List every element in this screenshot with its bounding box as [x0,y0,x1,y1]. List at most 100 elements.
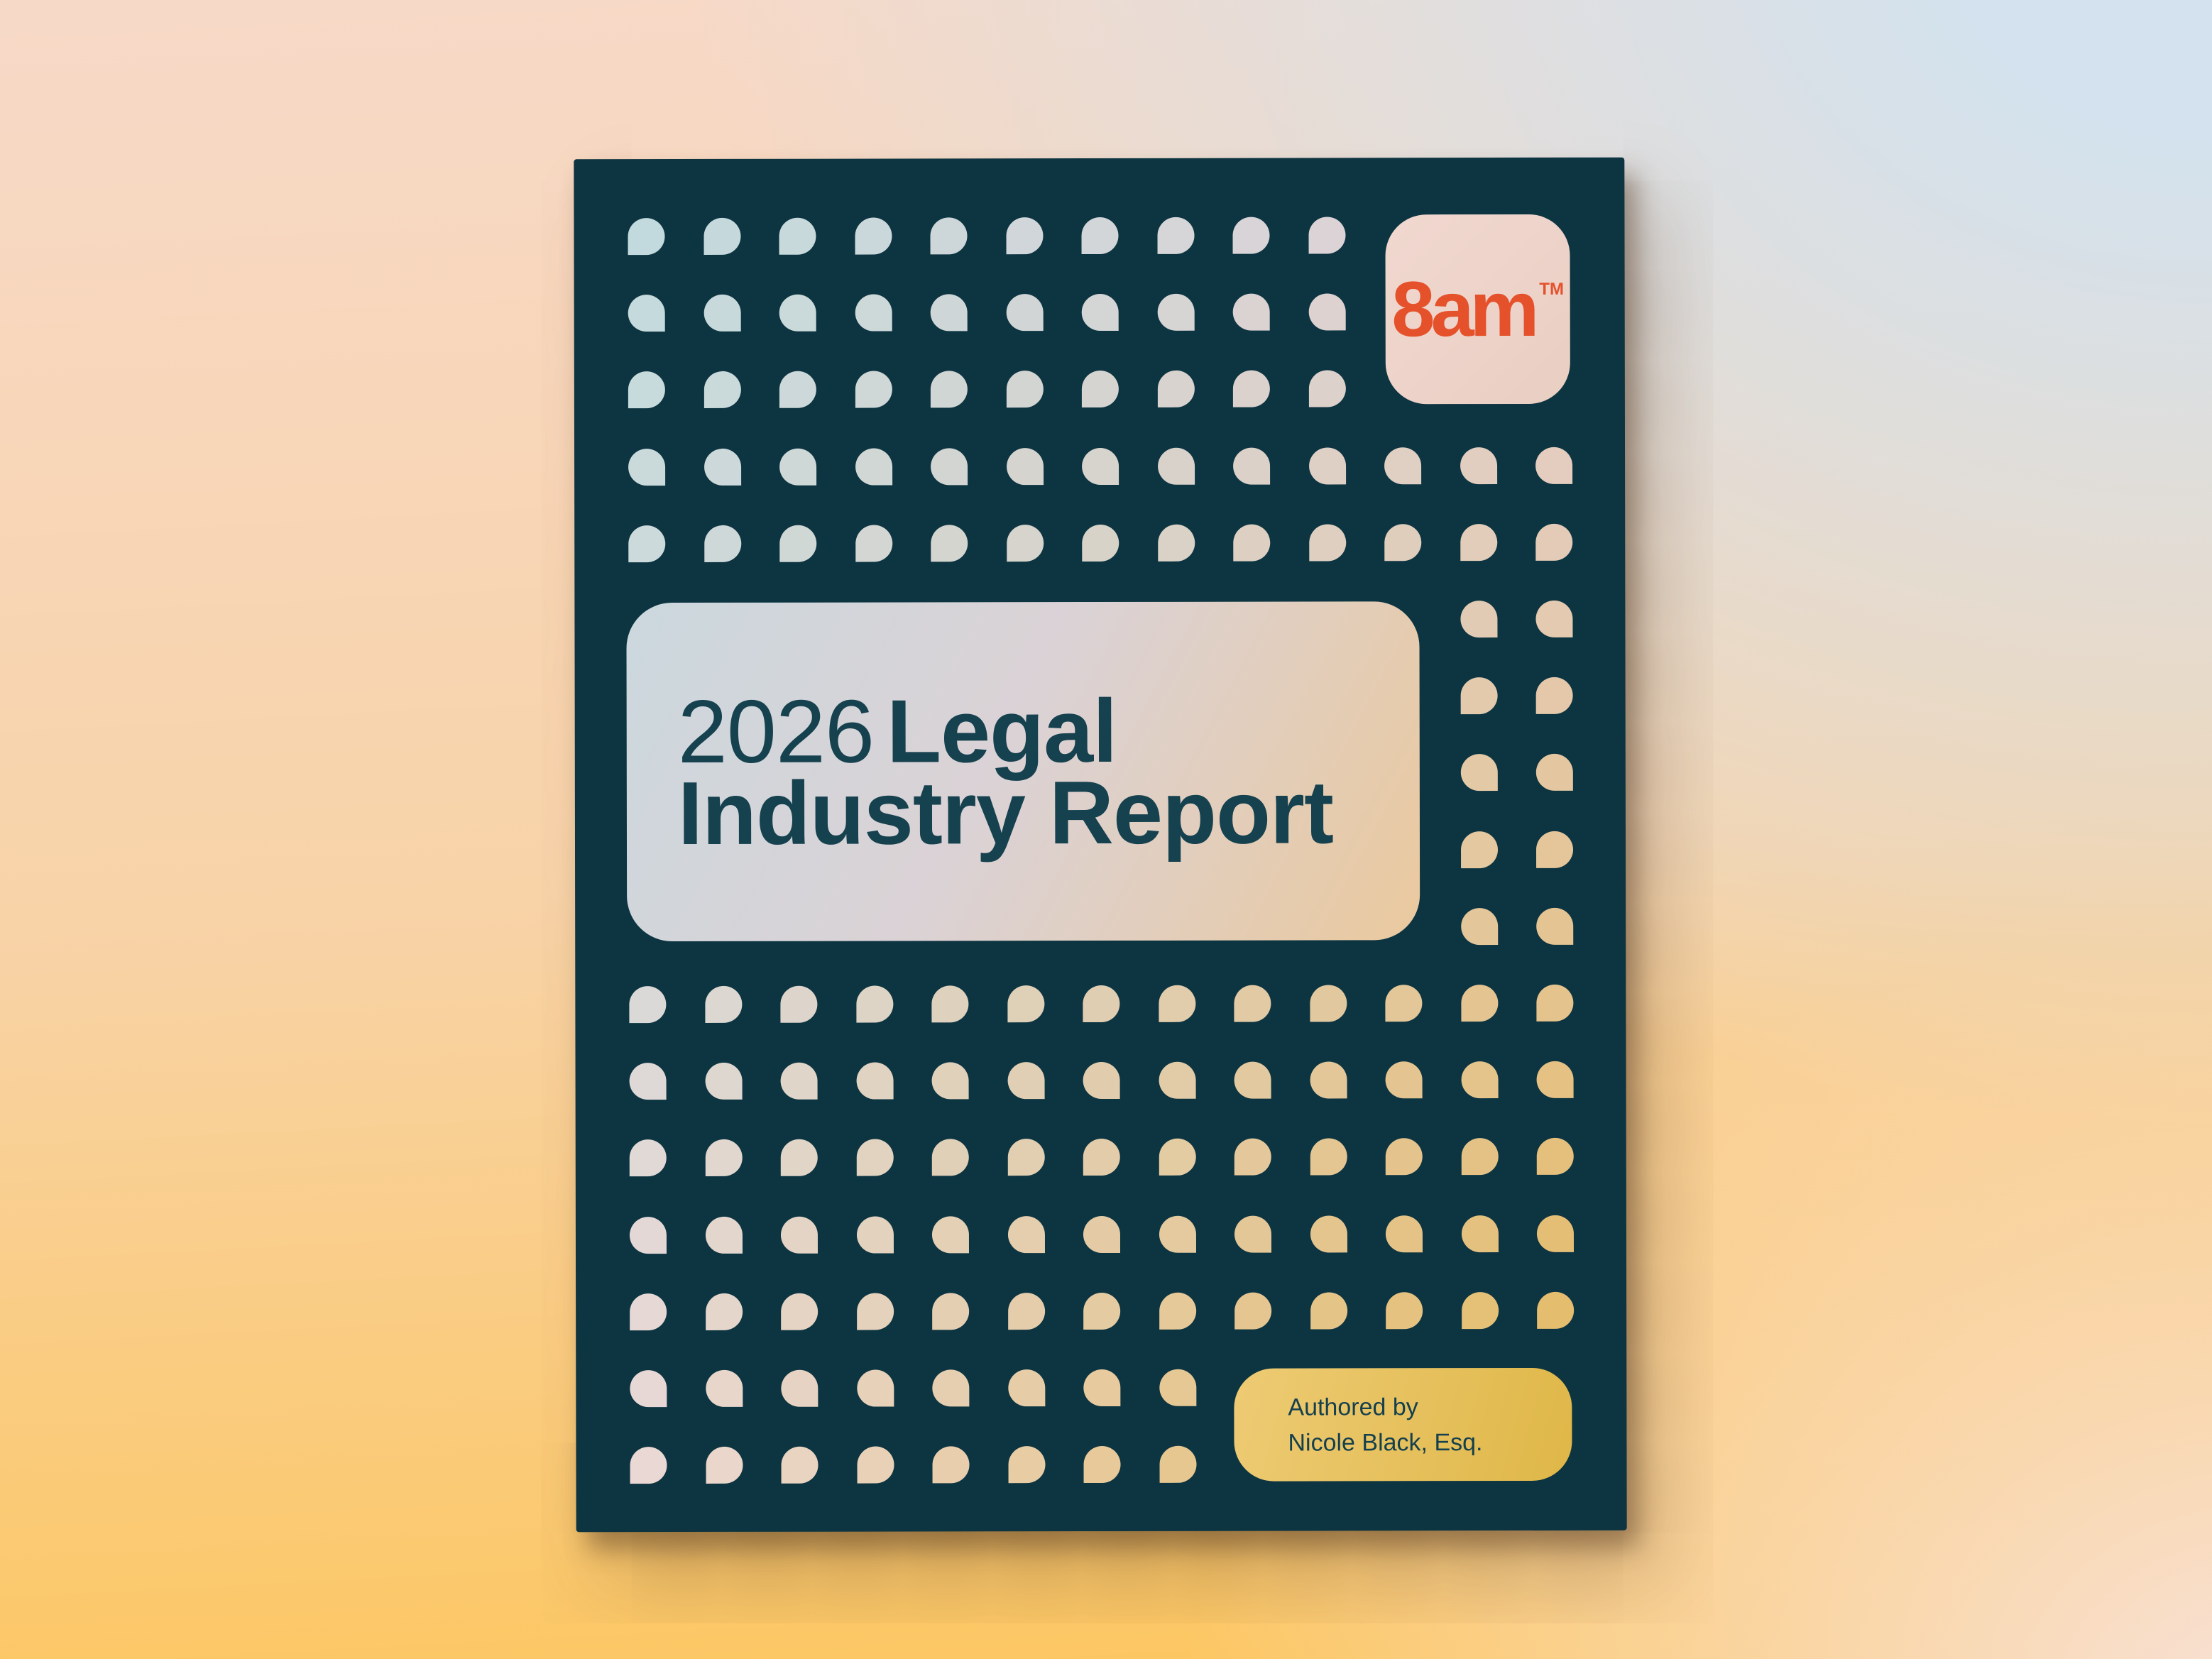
dot [628,295,665,332]
dot [1308,447,1346,485]
dot [1159,1061,1196,1100]
title-line2: Industry Report [677,761,1334,863]
dot [629,1139,667,1177]
dot [855,985,893,1023]
dot [1156,217,1195,254]
dot [1460,985,1498,1022]
dot [931,447,968,486]
dot [629,1063,667,1100]
dot [1083,1292,1121,1330]
dot [1232,370,1270,408]
dot [1310,1215,1347,1253]
dot [1535,447,1573,484]
dot [1234,985,1271,1022]
logo-wordmark: 8am [1391,265,1535,354]
dot [1157,524,1195,562]
report-title: 2026 Legal Industry Report [678,680,1334,863]
dot [1083,985,1120,1023]
dot [780,1139,818,1177]
dot [628,218,665,256]
dot [781,1446,818,1484]
dot [1460,677,1498,715]
dot [703,371,741,409]
dot [1536,984,1574,1022]
dot [630,1447,667,1484]
dot [1007,1369,1045,1407]
dot [703,448,741,486]
dot [1461,1215,1499,1252]
dot [1232,217,1270,254]
dot [781,1293,818,1330]
dot [629,986,667,1024]
title-panel: 2026 Legal Industry Report [626,601,1420,942]
dot [1234,1292,1272,1330]
report-cover: 8am TM 2026 Legal Industry Report Authored… [574,157,1627,1533]
dot [629,1216,667,1254]
dot [856,1446,894,1484]
dot [1461,1061,1499,1099]
dot [780,1216,818,1254]
dot [931,1062,969,1100]
dot [930,217,968,255]
dot [1385,1138,1423,1176]
dot [1159,1292,1196,1330]
dot [1537,1291,1575,1329]
dot [932,1446,970,1484]
dot [1385,1061,1423,1099]
dot [1006,447,1044,485]
logo-badge: 8am TM [1385,214,1570,405]
dot [780,1062,818,1100]
dot [856,1062,894,1100]
dot [1157,293,1195,332]
dot [931,985,969,1023]
dot [1081,217,1119,255]
dot [1234,1061,1271,1099]
dot [855,294,892,332]
dot [1007,1139,1045,1176]
author-badge: Authored by Nicole Black, Esq. [1234,1367,1572,1482]
dot [1081,294,1119,332]
dot [1460,754,1498,792]
dot [1536,1138,1574,1176]
dot [1536,1061,1574,1099]
dot [1007,1292,1045,1330]
dot [1082,524,1119,562]
dot [1007,1446,1046,1484]
dot [1535,523,1573,561]
dot [781,1369,818,1407]
dot [931,1215,970,1254]
dot [1535,677,1573,715]
dot [779,525,817,562]
dot [1384,524,1422,562]
dot [705,1447,743,1484]
dot [1158,985,1195,1022]
dot [1308,217,1346,254]
trademark-symbol: TM [1539,279,1565,299]
dot [856,1369,894,1407]
dot [1083,1215,1121,1253]
dot [1308,293,1346,331]
dot [1006,294,1044,332]
dot [779,217,816,255]
dot [703,525,741,562]
dot [1006,371,1044,408]
dot [1233,447,1271,485]
dot [1460,447,1497,484]
dot [1157,447,1195,485]
dot [1460,831,1498,868]
dot [1157,371,1195,408]
dot [1310,1138,1347,1176]
dot [1535,754,1573,792]
dot [779,294,816,332]
dot [1234,1215,1272,1253]
author-name: Nicole Black, Esq. [1288,1428,1483,1457]
dot [1005,217,1044,255]
dot [1460,601,1497,638]
logo-8am: 8am TM [1391,264,1564,354]
dot [930,294,968,332]
dot [1385,1215,1423,1252]
dot [1083,1446,1121,1484]
dot [1309,985,1347,1022]
dot [1461,1138,1499,1176]
